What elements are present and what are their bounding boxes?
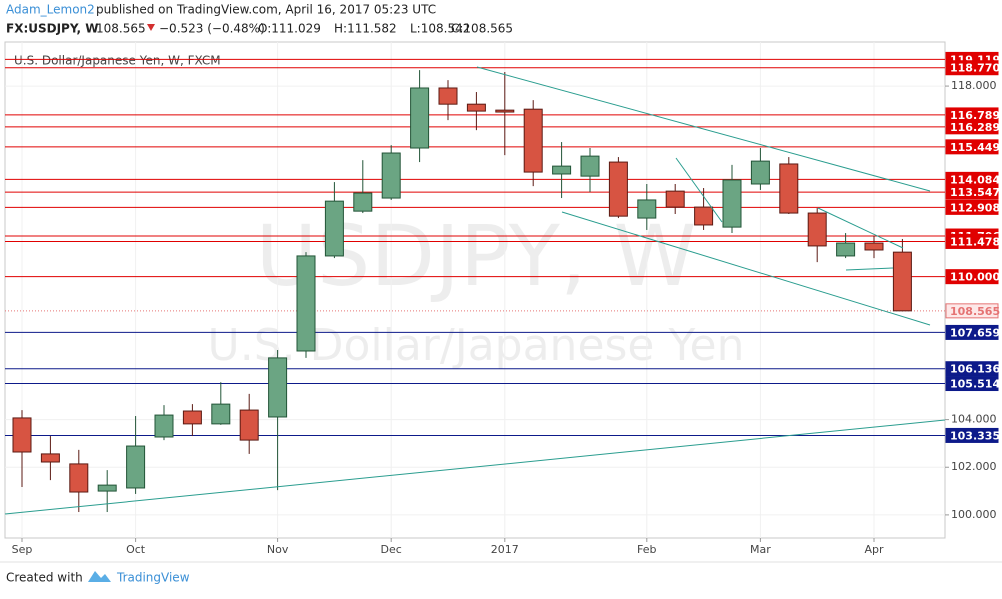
candle-body: [864, 242, 884, 251]
chart-title: U.S. Dollar/Japanese Yen, W, FXCM: [14, 54, 221, 68]
watermark: USDJPY, W: [256, 207, 697, 305]
trend-line: [817, 207, 904, 249]
symbol: FX:USDJPY, W: [6, 22, 99, 36]
level-label: 111.478: [950, 235, 1000, 248]
x-tick-label: Mar: [750, 543, 771, 556]
candle-body: [892, 251, 912, 312]
level-label: 112.908: [950, 201, 1000, 214]
candle-body: [495, 109, 515, 113]
candle-body: [694, 206, 714, 226]
trend-line: [561, 211, 931, 326]
candle-body: [466, 103, 486, 112]
level-labels: 119.119118.770116.789116.289115.449114.0…: [945, 51, 1000, 443]
candle-body: [126, 445, 146, 489]
candle-body: [580, 155, 600, 177]
low: L:108.542: [410, 22, 470, 36]
candle-body: [381, 152, 401, 199]
candle-body: [665, 190, 685, 208]
published: published on TradingView.com, April 16, …: [96, 3, 436, 17]
change: −0.523 (−0.48%): [159, 22, 265, 36]
candle-body: [296, 255, 316, 352]
candle-body: [324, 200, 344, 257]
trend-lines: [4, 66, 946, 515]
level-label-box: [945, 303, 999, 319]
candle-body: [438, 87, 458, 105]
candle-body: [410, 87, 430, 149]
candle-body: [807, 212, 827, 247]
high: H:111.582: [334, 22, 397, 36]
x-tick-label: Sep: [12, 543, 33, 556]
candle-body: [69, 463, 89, 493]
candle-body: [239, 409, 259, 441]
footer-created: Created with: [6, 571, 83, 585]
x-tick-label: 2017: [491, 543, 519, 556]
level-label-box: [945, 233, 999, 249]
y-tick-label: 104.000: [951, 413, 997, 426]
level-label-box: [945, 427, 999, 443]
candle-body: [722, 179, 742, 228]
down-arrow: [147, 24, 155, 31]
last-price: 108.565: [96, 22, 146, 36]
x-tick-label: Feb: [637, 543, 656, 556]
level-label-box: [945, 184, 999, 200]
candle-body: [523, 108, 543, 173]
level-label: 107.659: [950, 326, 1000, 339]
trend-line: [4, 419, 946, 515]
candle-body: [637, 199, 657, 219]
candle-body: [836, 242, 856, 257]
level-label: 106.136: [950, 363, 1000, 376]
level-label-box: [945, 139, 999, 155]
level-label: 118.770: [950, 62, 1000, 75]
level-label-box: [945, 119, 999, 135]
y-tick-label: 118.000: [951, 79, 997, 92]
level-label-box: [945, 324, 999, 340]
close: C:108.565: [451, 22, 513, 36]
trend-line: [675, 157, 723, 223]
level-label-box: [945, 376, 999, 392]
candle-body: [353, 192, 373, 212]
candle-body: [97, 484, 117, 492]
open: O:111.029: [258, 22, 321, 36]
candle-body: [182, 410, 202, 425]
candle-body: [268, 357, 288, 418]
x-tick-label: Nov: [267, 543, 289, 556]
level-label: 113.547: [950, 186, 1000, 199]
tv-logo: [88, 571, 111, 582]
level-label: 116.289: [950, 121, 1000, 134]
trend-line: [476, 66, 931, 192]
candle-body: [211, 403, 231, 425]
x-tick-label: Oct: [126, 543, 146, 556]
candle-body: [12, 417, 32, 453]
y-tick-label: 100.000: [951, 508, 997, 521]
level-label: 108.565: [950, 305, 1000, 318]
level-label: 105.514: [950, 378, 1000, 391]
candle-body: [40, 453, 60, 463]
author[interactable]: Adam_Lemon2: [6, 3, 95, 17]
watermark-subtitle: U.S. Dollar/Japanese Yen: [208, 320, 745, 371]
candle-body: [608, 161, 628, 217]
level-label-box: [945, 60, 999, 76]
x-tick-label: Apr: [864, 543, 884, 556]
candle-body: [154, 414, 174, 438]
level-label: 116.789: [950, 109, 1000, 122]
level-label: 114.084: [950, 173, 1000, 186]
candle-body: [552, 165, 572, 175]
level-label-box: [945, 269, 999, 285]
candle-body: [779, 163, 799, 214]
level-label-box: [945, 199, 999, 215]
level-label-box: [945, 361, 999, 377]
level-label: 110.000: [950, 271, 1000, 284]
y-tick-label: 102.000: [951, 460, 997, 473]
level-label: 103.335: [950, 429, 1000, 442]
x-tick-label: Dec: [381, 543, 402, 556]
level-label: 115.449: [950, 141, 1000, 154]
trend-line: [845, 267, 894, 271]
footer-brand[interactable]: TradingView: [116, 571, 190, 585]
plot: Sep Oct Nov Dec 2017 Feb Mar Apr 100.000 102.000 1…: [5, 42, 997, 556]
plot-frame: [4, 41, 946, 539]
candle-body: [750, 160, 770, 185]
